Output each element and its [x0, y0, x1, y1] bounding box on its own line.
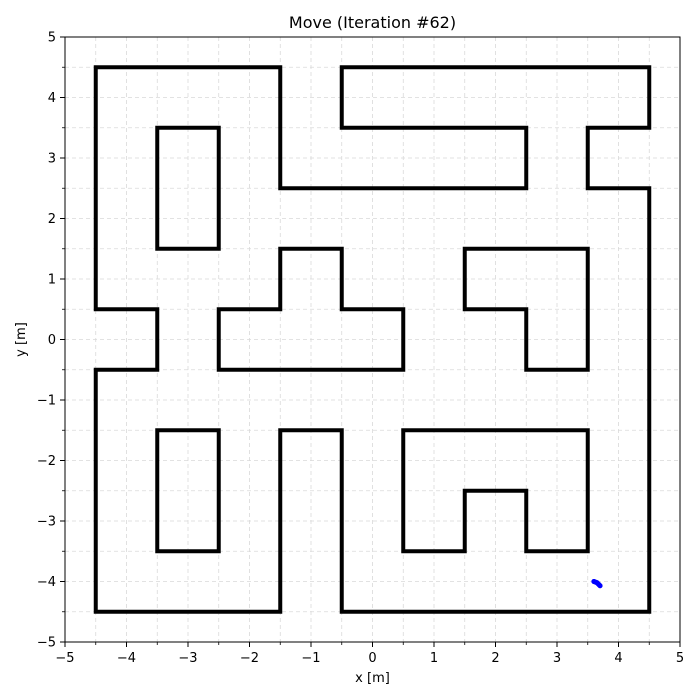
x-tick-label: −4 [117, 651, 136, 666]
y-tick-label: −3 [37, 515, 56, 530]
x-tick-label: −2 [240, 651, 259, 666]
wall-outer-left-wall [93, 65, 652, 614]
wall-lower-left-block [155, 428, 221, 554]
y-axis-label: y [m] [14, 322, 29, 357]
y-tick-label: −5 [37, 636, 56, 651]
x-tick-label: −5 [55, 651, 74, 666]
x-tick-label: 2 [491, 651, 499, 666]
wall-right-hook-block [462, 246, 590, 372]
x-tick-label: 1 [430, 651, 438, 666]
y-tick-label: 2 [48, 212, 56, 227]
x-tick-label: 5 [676, 651, 684, 666]
chart-title: Move (Iteration #62) [289, 13, 456, 32]
axis-ticks: −5 −4 −3 −2 −1 0 1 2 3 4 5 −5 −4 −3 −2 −1 0 1 2 3 4 5 [37, 31, 684, 667]
y-tick-label: −4 [37, 575, 56, 590]
robot-point [597, 583, 603, 589]
x-tick-label: −3 [178, 651, 197, 666]
y-tick-label: −1 [37, 394, 56, 409]
x-axis-label: x [m] [355, 671, 390, 686]
x-tick-label: 0 [368, 651, 376, 666]
wall-center-t-block [216, 246, 406, 372]
y-tick-label: 1 [48, 273, 56, 288]
x-tick-label: 4 [614, 651, 622, 666]
x-tick-label: 3 [553, 651, 561, 666]
y-tick-label: −2 [37, 454, 56, 469]
maze-walls [93, 65, 652, 614]
wall-upper-left-block [155, 125, 221, 251]
robot-trail [591, 579, 603, 589]
y-tick-label: 5 [48, 31, 56, 46]
y-tick-label: 0 [48, 333, 56, 348]
y-tick-label: 4 [48, 91, 56, 106]
y-tick-label: 3 [48, 152, 56, 167]
wall-lower-right-block [401, 428, 590, 554]
x-tick-label: −1 [301, 651, 320, 666]
